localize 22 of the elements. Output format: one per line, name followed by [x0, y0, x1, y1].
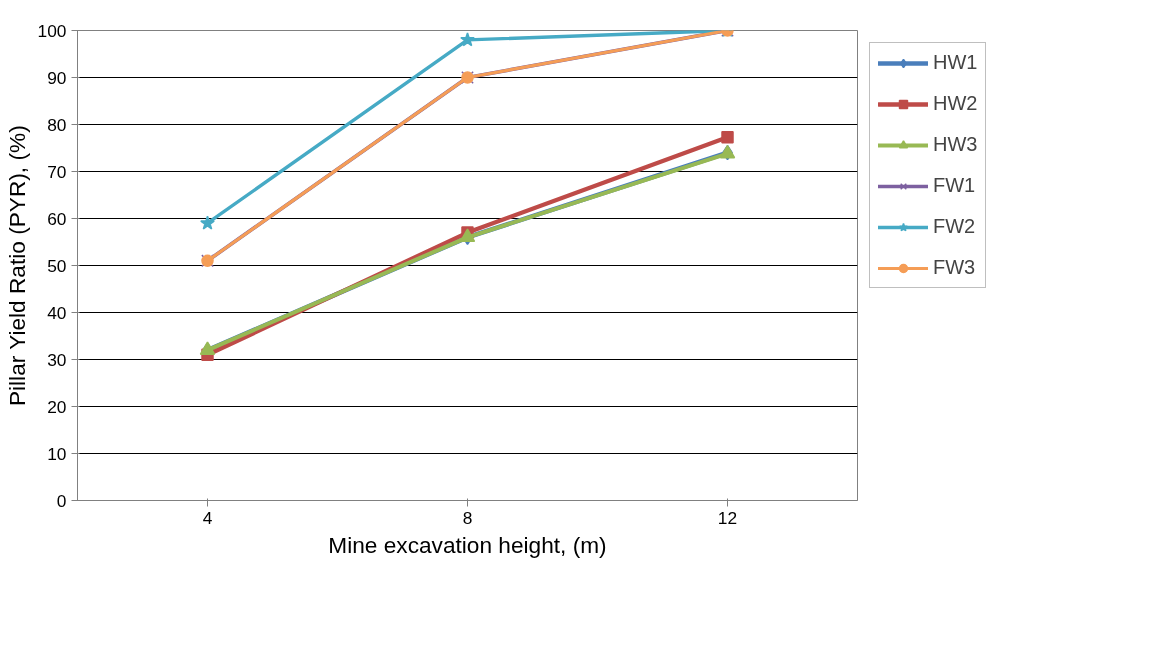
y-tick-label: 60 [47, 208, 67, 229]
legend-label: FW1 [933, 174, 976, 197]
y-axis-title: Pillar Yield Ratio (PYR), (%) [3, 125, 30, 407]
legend-label: FW3 [933, 256, 976, 279]
y-tick-label: 50 [47, 255, 67, 276]
y-tick-label: 100 [37, 20, 67, 41]
x-axis-title: Mine excavation height, (m) [328, 531, 607, 558]
y-tick-label: 20 [47, 396, 67, 417]
legend-label: HW3 [933, 133, 978, 156]
legend-label: FW2 [933, 215, 976, 238]
y-tick-label: 90 [47, 67, 67, 88]
x-tick-label: 8 [462, 507, 473, 528]
y-tick-label: 70 [47, 161, 67, 182]
legend-label: HW1 [933, 51, 978, 74]
x-tick-label: 4 [202, 507, 213, 528]
y-tick-label: 30 [47, 349, 67, 370]
y-tick-label: 10 [47, 443, 67, 464]
y-tick-label: 0 [56, 490, 67, 511]
x-tick-label: 12 [717, 507, 738, 528]
y-tick-label: 40 [47, 302, 67, 323]
y-tick-label: 80 [47, 114, 67, 135]
legend-label: HW2 [933, 92, 978, 115]
